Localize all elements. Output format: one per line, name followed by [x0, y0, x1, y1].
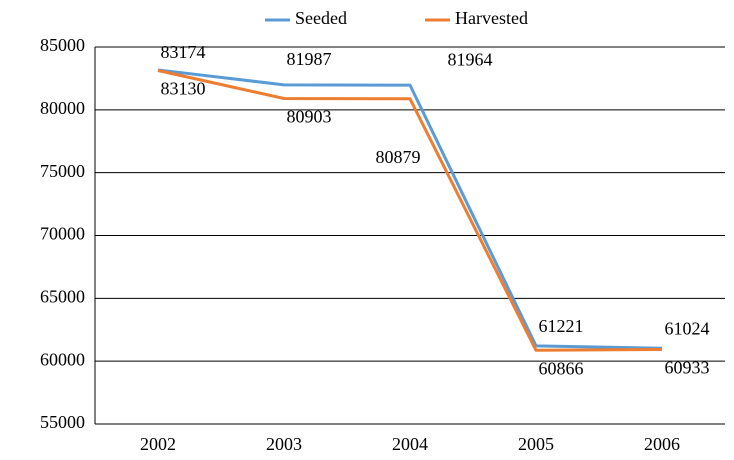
series-line [157, 68, 663, 350]
x-tick-label: 2002 [140, 434, 176, 454]
legend-label: Harvested [455, 8, 528, 28]
y-tick-label: 60000 [40, 349, 85, 369]
y-tick-label: 55000 [40, 412, 85, 432]
data-label: 80879 [376, 147, 421, 167]
y-tick-label: 80000 [40, 98, 85, 118]
data-label: 80903 [287, 107, 332, 127]
data-label: 61024 [665, 318, 710, 338]
data-label: 83174 [161, 42, 206, 62]
y-tick-label: 70000 [40, 224, 85, 244]
x-tick-label: 2006 [644, 434, 680, 454]
data-label: 81964 [448, 49, 493, 69]
data-label: 81987 [287, 49, 332, 69]
x-tick-label: 2004 [392, 434, 428, 454]
x-tick-label: 2003 [266, 434, 302, 454]
y-tick-label: 85000 [40, 35, 85, 55]
series-line [157, 69, 663, 352]
legend-label: Seeded [295, 8, 347, 28]
y-tick-label: 75000 [40, 161, 85, 181]
x-tick-label: 2005 [518, 434, 554, 454]
data-label: 60933 [665, 358, 710, 378]
data-label: 60866 [539, 358, 584, 378]
data-label: 61221 [539, 316, 584, 336]
y-tick-label: 65000 [40, 286, 85, 306]
data-label: 83130 [161, 79, 206, 99]
